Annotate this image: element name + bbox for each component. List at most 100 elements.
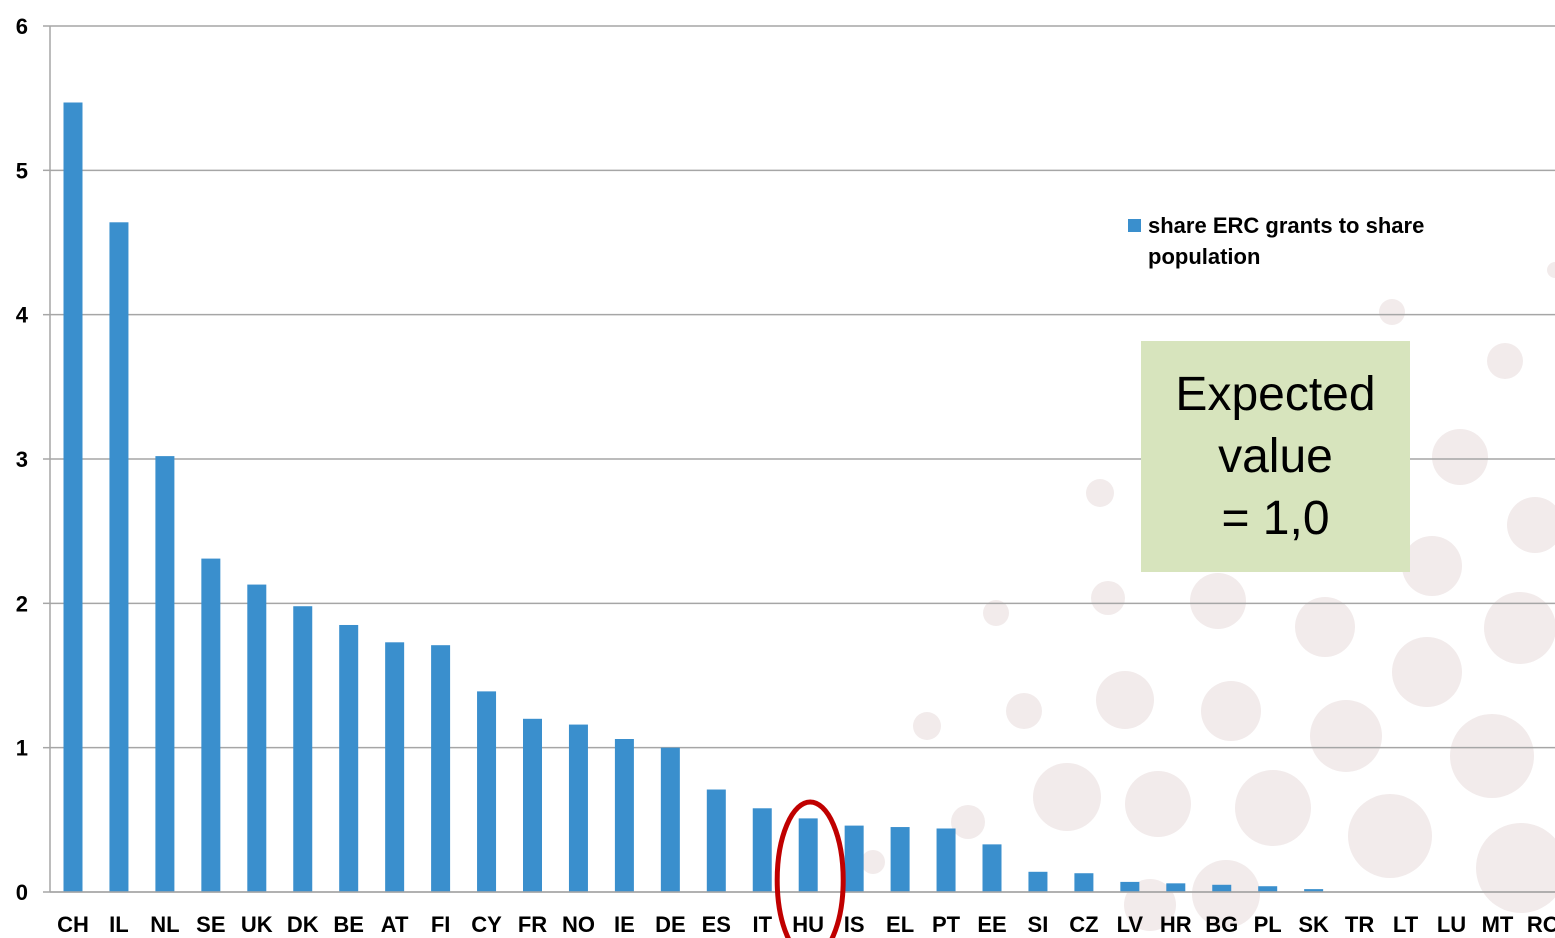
background-circle: [1547, 262, 1555, 278]
x-tick-label: EL: [886, 912, 914, 937]
bar-es: [706, 789, 726, 892]
bar-fr: [523, 718, 542, 892]
background-circle: [1086, 479, 1114, 507]
x-tick-label: SK: [1298, 912, 1329, 937]
bar-ee: [982, 844, 1002, 892]
x-tick-label: EE: [977, 912, 1006, 937]
bar-hu: [798, 818, 818, 892]
x-tick-label: SE: [196, 912, 225, 937]
bar-it: [752, 808, 772, 892]
y-tick-label: 6: [16, 14, 28, 39]
x-tick-label: MT: [1482, 912, 1514, 937]
background-circle: [1392, 637, 1462, 707]
background-circle: [1450, 714, 1534, 798]
background-circle: [1402, 536, 1462, 596]
background-circle: [1348, 794, 1432, 878]
bar-se: [201, 558, 221, 892]
highlight-ellipse: [774, 799, 846, 938]
x-tick-label: LT: [1393, 912, 1419, 937]
y-tick-label: 4: [16, 303, 29, 328]
background-circle: [1432, 429, 1488, 485]
x-tick-label: BE: [333, 912, 364, 937]
x-tick-label: LU: [1437, 912, 1466, 937]
bar-de: [660, 747, 680, 892]
x-tick-label: HR: [1160, 912, 1192, 937]
x-tick-label: NL: [150, 912, 179, 937]
x-tick-label: BG: [1205, 912, 1238, 937]
x-tick-label: IL: [109, 912, 129, 937]
background-circle: [1484, 592, 1555, 664]
background-circle: [983, 600, 1009, 626]
bar-at: [385, 642, 405, 892]
background-circle: [1295, 597, 1355, 657]
background-circle: [1201, 681, 1261, 741]
x-tick-label: IS: [844, 912, 865, 937]
y-tick-label: 1: [16, 736, 28, 761]
y-tick-label: 3: [16, 447, 28, 472]
background-circle: [1125, 771, 1191, 837]
x-tick-label: IE: [614, 912, 635, 937]
x-tick-label: DE: [655, 912, 686, 937]
x-tick-label: SI: [1028, 912, 1049, 937]
x-tick-label: LV: [1117, 912, 1144, 937]
x-tick-label: IT: [752, 912, 772, 937]
bar-is: [844, 825, 864, 892]
x-tick-label: CH: [57, 912, 89, 937]
bar-hr: [1166, 883, 1186, 892]
bar-dk: [293, 606, 313, 892]
y-tick-label: 5: [16, 158, 28, 183]
x-tick-label: ES: [702, 912, 731, 937]
bar-il: [109, 222, 129, 892]
legend-label: share ERC grants to share population: [1148, 213, 1425, 269]
background-circle: [1006, 693, 1042, 729]
x-tick-label: RO: [1527, 912, 1555, 937]
bar-el: [890, 827, 910, 892]
expected-value-text: Expected value = 1,0: [1175, 367, 1376, 545]
bar-fi: [431, 645, 451, 892]
background-circle: [1476, 823, 1555, 913]
bars: [50, 102, 1555, 893]
bar-cy: [477, 691, 497, 892]
x-tick-label: PT: [932, 912, 961, 937]
background-circle: [1096, 671, 1154, 729]
background-circle: [1507, 497, 1555, 553]
x-tick-label: CZ: [1069, 912, 1098, 937]
x-tick-label: DK: [287, 912, 319, 937]
background-circle: [861, 850, 885, 874]
bar-sk: [1304, 889, 1324, 892]
bar-si: [1028, 871, 1048, 892]
background-circle: [1310, 700, 1382, 772]
x-tick-label: TR: [1345, 912, 1374, 937]
background-circle: [1192, 860, 1260, 928]
bar-be: [339, 624, 359, 892]
x-tick-label: NO: [562, 912, 595, 937]
bar-lv: [1120, 881, 1140, 892]
background-circle: [1487, 343, 1523, 379]
x-tick-label: PL: [1254, 912, 1282, 937]
y-axis: 0 1 2 3 4 5 6: [16, 14, 29, 905]
background-circle: [1379, 299, 1405, 325]
x-tick-label: AT: [381, 912, 409, 937]
background-circle: [913, 712, 941, 740]
y-tick-label: 0: [16, 880, 28, 905]
x-tick-label: CY: [471, 912, 502, 937]
legend-swatch: [1128, 219, 1141, 232]
background-circle: [1190, 573, 1246, 629]
bar-ie: [614, 739, 634, 892]
x-axis-labels: CH IL NL SE UK DK BE AT FI CY FR NO IE DE ES IT HU IS EL PT…: [57, 912, 1555, 937]
legend: share ERC grants to share population: [1128, 210, 1508, 272]
bar-ch: [63, 102, 83, 893]
bar-pl: [1258, 886, 1278, 892]
expected-value-box: Expected value = 1,0: [1141, 341, 1410, 572]
bar-bg: [1212, 884, 1232, 892]
background-circle: [1033, 763, 1101, 831]
bar-no: [568, 724, 588, 892]
background-circle: [951, 805, 985, 839]
x-tick-label: FI: [431, 912, 451, 937]
bar-uk: [247, 584, 267, 892]
background-circle-pattern: [861, 262, 1555, 931]
x-tick-label: UK: [241, 912, 273, 937]
bar-cz: [1074, 873, 1094, 892]
background-circle: [1091, 581, 1125, 615]
